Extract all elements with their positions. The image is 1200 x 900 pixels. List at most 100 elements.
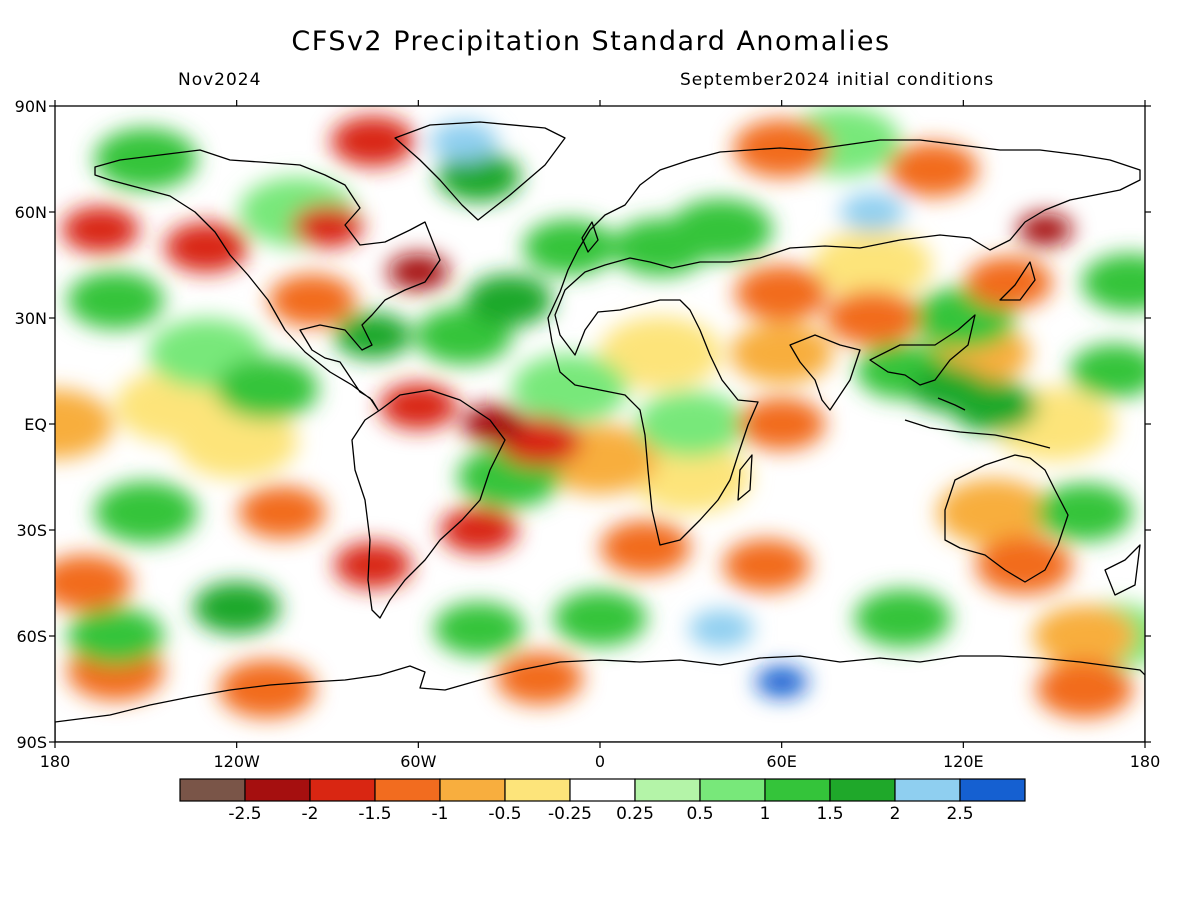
anomaly-region [61, 206, 140, 253]
anomaly-region [330, 116, 415, 167]
lat-label: 60S [16, 627, 47, 646]
colorbar-swatch [374, 778, 441, 802]
colorbar-swatch [244, 778, 311, 802]
anomaly-region [334, 312, 412, 359]
anomaly-region [522, 219, 617, 276]
anomaly-region [440, 506, 518, 554]
coastline-japan [999, 261, 1036, 301]
anomaly-field [55, 106, 1145, 719]
colorbar-label: -1.5 [358, 804, 391, 824]
anomaly-region [722, 539, 811, 592]
colorbar-swatch [179, 778, 246, 802]
lat-label: 90N [15, 97, 47, 116]
anomaly-region [511, 353, 628, 424]
lat-label: 60N [15, 203, 47, 222]
anomaly-region [67, 271, 164, 330]
colorbar-label: 2 [890, 804, 901, 824]
coastline-antarctica [55, 655, 1145, 742]
lon-label: 180 [40, 752, 71, 771]
coastline-uk [581, 221, 599, 253]
anomaly-region [164, 222, 249, 273]
anomaly-region [600, 520, 691, 575]
anomaly-region [55, 554, 133, 612]
anomaly-region [291, 204, 364, 248]
anomaly-region [55, 389, 113, 459]
anomaly-region [612, 218, 709, 277]
colorbar-label: 2.5 [946, 804, 973, 824]
anomaly-region [1036, 659, 1133, 719]
lon-label: 120W [213, 752, 260, 771]
anomaly-region [433, 601, 525, 657]
colorbar-swatch [504, 778, 571, 802]
colorbar-swatch [699, 778, 766, 802]
coastline-africa-eurasia [547, 139, 1141, 546]
anomaly-region [730, 322, 834, 385]
anomaly-region [94, 128, 198, 190]
lat-label: 30N [15, 309, 47, 328]
colorbar-label: -2.5 [228, 804, 261, 824]
anomaly-region [238, 486, 326, 539]
coastline-greenland [394, 121, 566, 221]
anomaly-region [887, 142, 979, 197]
anomaly-region [1081, 253, 1145, 312]
colorbar-label: 1.5 [816, 804, 843, 824]
colorbar-swatch [829, 778, 896, 802]
colorbar-label: 1 [760, 804, 771, 824]
anomaly-region [854, 589, 952, 648]
anomaly-region [965, 256, 1053, 309]
anomaly-region [553, 590, 647, 647]
lat-label: 30S [16, 521, 47, 540]
lon-label: 60E [766, 752, 796, 771]
lon-label: 180 [1130, 752, 1161, 771]
coastline-indonesia [904, 397, 1051, 449]
colorbar-labels: -2.5 -2 -1.5 -1 -0.5 -0.25 0.25 0.5 1 1.5 2 2.5 [228, 804, 973, 824]
colorbar-swatch [764, 778, 831, 802]
coastline-north-america [94, 149, 441, 411]
anomaly-region [937, 478, 1051, 547]
colorbar-label: -1 [432, 804, 449, 824]
lon-label: 120E [943, 752, 984, 771]
map-plot-area [55, 106, 1145, 742]
anomaly-region [825, 289, 920, 347]
coastlines [55, 121, 1145, 742]
anomaly-region [599, 316, 722, 391]
lon-label: 60W [400, 752, 436, 771]
anomaly-region [175, 404, 298, 479]
coastline-new-zealand [1104, 544, 1141, 596]
anomaly-region [193, 581, 281, 634]
colorbar-label: 0.25 [616, 804, 654, 824]
latitude-labels: 90N 60N 30N EQ 30S 60S 90S [15, 97, 47, 752]
colorbar-swatch [634, 778, 701, 802]
anomaly-region [461, 404, 527, 444]
colorbar-swatch [894, 778, 961, 802]
anomaly-region [909, 365, 987, 412]
anomaly-region [495, 652, 584, 705]
coastline-south-america [351, 389, 506, 619]
anomaly-region [1017, 213, 1073, 247]
anomaly-region [67, 606, 164, 666]
colorbar-swatch [309, 778, 376, 802]
anomaly-region [379, 383, 458, 430]
lon-label: 0 [595, 752, 605, 771]
coastline-southeast-asia [869, 314, 976, 386]
coastline-australia [944, 454, 1069, 583]
anomaly-region [738, 397, 826, 451]
colorbar-label: -0.5 [488, 804, 521, 824]
colorbar-label: -0.25 [548, 804, 592, 824]
anomaly-region [465, 274, 553, 327]
anomaly-region [268, 274, 356, 327]
colorbar-swatch [959, 778, 1026, 802]
anomaly-region [387, 253, 450, 291]
anomaly-region [975, 536, 1073, 595]
anomaly-region [1036, 483, 1133, 542]
anomaly-region [334, 542, 412, 589]
anomaly-region [429, 120, 498, 162]
coastline-madagascar [737, 454, 753, 501]
coastline-india [789, 334, 861, 411]
anomaly-region [734, 265, 829, 322]
valid-month-label: Nov2024 [178, 70, 262, 90]
anomaly-region [636, 391, 746, 457]
anomaly-region [840, 192, 905, 232]
anomaly-region [94, 481, 198, 544]
